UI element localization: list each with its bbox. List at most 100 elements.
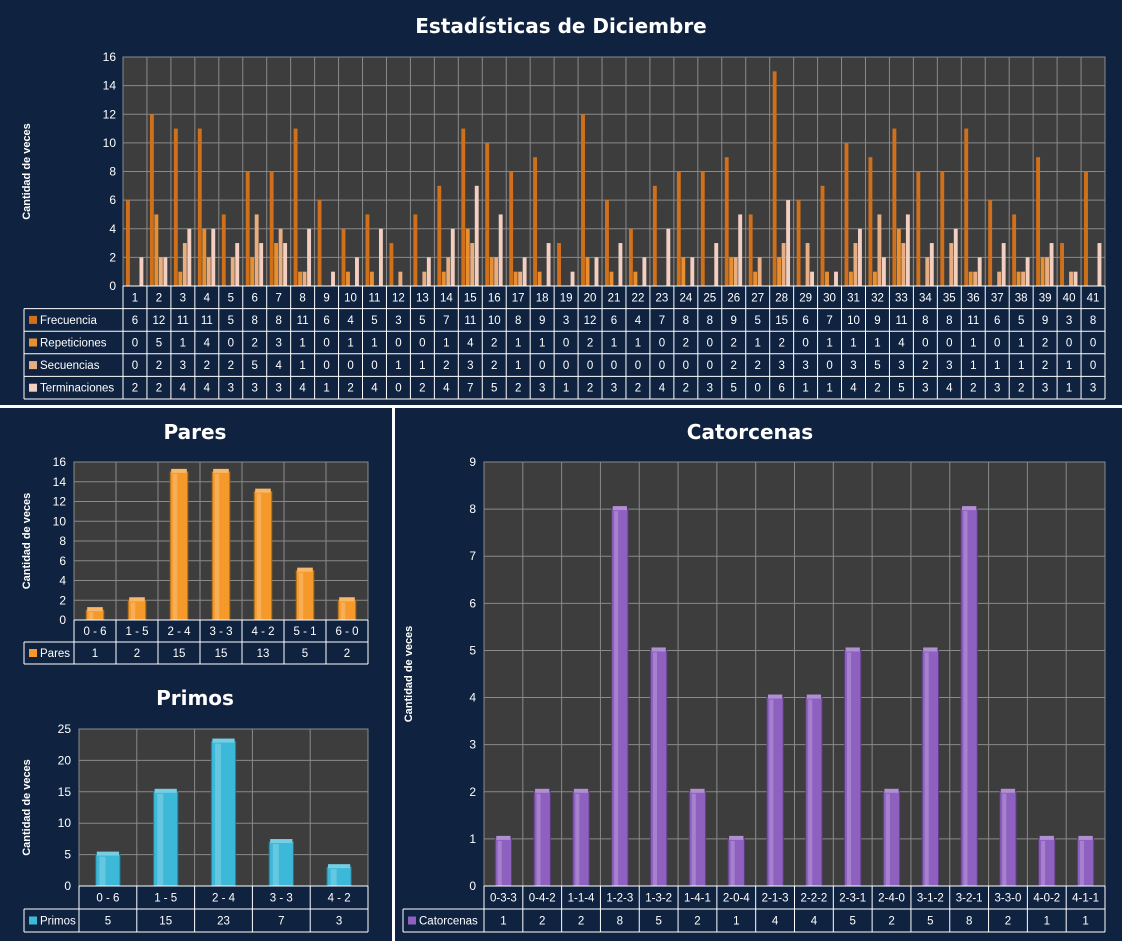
data-label: 2	[778, 338, 784, 350]
data-label: 2	[344, 648, 350, 660]
data-label: 0	[922, 338, 928, 350]
data-label: 4	[371, 383, 378, 395]
data-label: 2	[694, 916, 700, 928]
x-tick-label: 18	[536, 292, 549, 304]
data-label: 1	[539, 338, 545, 350]
data-label: 2	[635, 383, 641, 395]
data-label: 1	[1066, 360, 1072, 372]
data-label: 8	[707, 315, 713, 327]
bar-terminaciones-37	[1025, 257, 1030, 286]
x-tick-label: 1-1-4	[568, 893, 595, 905]
bar-secuencias-35	[973, 271, 978, 286]
data-label: 6	[132, 315, 138, 327]
x-tick-label: 0 - 6	[96, 893, 119, 905]
bar-cap	[535, 788, 550, 793]
bar-frecuencia-11	[389, 243, 394, 286]
data-label: 2	[156, 360, 162, 372]
x-tick-label: 1-3-2	[645, 893, 672, 905]
legend-swatch	[408, 916, 416, 925]
bar-repeticiones-17	[537, 271, 542, 286]
bar-frecuencia-25	[724, 157, 729, 286]
data-label: 0	[946, 338, 952, 350]
data-label: 3	[467, 360, 473, 372]
bar-repeticiones-25	[729, 257, 734, 286]
x-tick-label: 4-0-2	[1033, 893, 1060, 905]
x-tick-label: 23	[656, 292, 669, 304]
y-tick-label: 1	[469, 832, 476, 846]
data-label: 2	[419, 383, 425, 395]
bar-frecuencia-15	[485, 142, 490, 286]
data-label: 5	[850, 916, 856, 928]
data-label: 8	[922, 315, 928, 327]
data-label: 3	[180, 360, 186, 372]
bar-terminaciones-19	[594, 257, 599, 286]
y-tick-label: 0	[64, 879, 71, 893]
bar-frecuencia-29	[820, 185, 825, 286]
data-label: 0	[683, 360, 689, 372]
x-tick-label: 2-1-3	[762, 893, 789, 905]
x-tick-label: 36	[967, 292, 980, 304]
data-label: 1	[733, 916, 739, 928]
data-label: 2	[132, 383, 138, 395]
x-tick-label: 14	[440, 292, 453, 304]
bar-secuencias-28	[805, 243, 810, 286]
data-label: 3	[228, 383, 234, 395]
bar-terminaciones-0	[139, 257, 144, 286]
y-tick-label: 6	[59, 554, 66, 568]
bar-secuencias-25	[733, 257, 738, 286]
data-label: 2	[683, 383, 689, 395]
data-label: 2	[731, 338, 737, 350]
data-label: 0	[323, 338, 329, 350]
x-tick-label: 15	[464, 292, 477, 304]
x-tick-label: 20	[584, 292, 597, 304]
data-label: 3	[336, 916, 342, 928]
data-label: 7	[826, 315, 832, 327]
legend-entry: Primos	[40, 916, 76, 928]
bar-terminaciones-15	[498, 214, 503, 286]
bar-highlight	[330, 869, 337, 886]
bar-terminaciones-28	[810, 271, 814, 286]
data-label: 4	[850, 383, 857, 395]
bar-highlight	[730, 840, 735, 886]
bar-terminaciones-24	[714, 243, 719, 286]
data-label: 9	[539, 315, 545, 327]
data-label: 2	[888, 916, 894, 928]
bar-terminaciones-22	[666, 228, 671, 286]
data-label: 0	[563, 338, 569, 350]
bar-terminaciones-1	[163, 257, 168, 286]
bar-highlight	[272, 844, 279, 886]
data-label: 7	[659, 315, 665, 327]
bar-frecuencia-9	[341, 228, 346, 286]
legend-entry: Repeticiones	[40, 338, 107, 350]
data-label: 0	[371, 360, 377, 372]
x-tick-label: 28	[775, 292, 788, 304]
data-label: 3	[275, 383, 281, 395]
data-label: 9	[874, 315, 880, 327]
x-tick-label: 31	[847, 292, 860, 304]
data-label: 7	[443, 315, 449, 327]
data-label: 4	[204, 338, 211, 350]
bar-terminaciones-21	[642, 257, 647, 286]
legend-swatch	[29, 315, 37, 324]
bar-frecuencia-14	[461, 128, 466, 286]
bar-frecuencia-40	[1084, 171, 1088, 286]
data-label: 7	[467, 383, 473, 395]
bar-frecuencia-2	[173, 128, 178, 286]
data-label: 2	[587, 338, 593, 350]
data-label: 1	[347, 338, 353, 350]
bar-secuencias-2	[182, 243, 187, 286]
bar-highlight	[769, 699, 774, 886]
bar-highlight	[1079, 840, 1084, 886]
bar-cap	[1078, 835, 1093, 840]
bar-cap	[962, 506, 977, 511]
bar-terminaciones-39	[1073, 271, 1078, 286]
bar-repeticiones-16	[513, 271, 518, 286]
bar-cap	[171, 468, 187, 473]
data-label: 0	[659, 360, 665, 372]
y-tick-label: 16	[53, 455, 67, 469]
bar-repeticiones-20	[609, 271, 614, 286]
data-label: 1	[299, 338, 305, 350]
x-tick-label: 24	[679, 292, 692, 304]
bar-cap	[270, 839, 293, 844]
x-tick-label: 1	[132, 292, 138, 304]
